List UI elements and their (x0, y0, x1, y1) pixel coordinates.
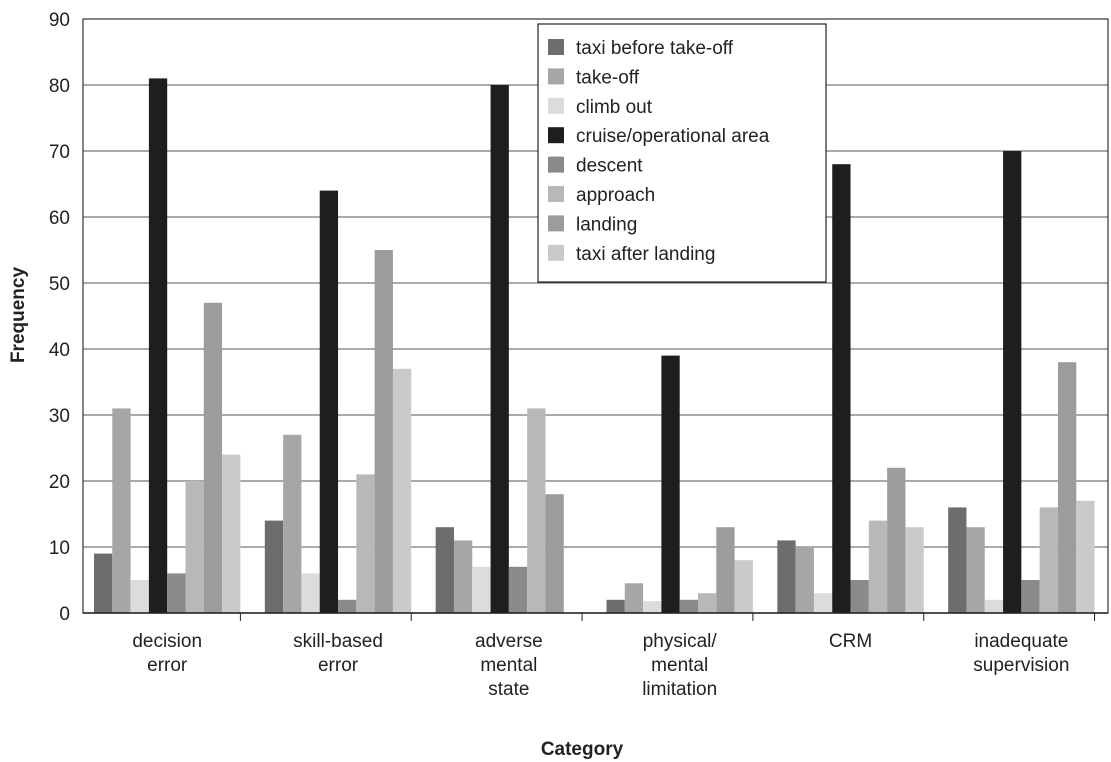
bar (984, 599, 1004, 613)
bar (850, 580, 869, 613)
x-category-labels: decision error skill-based error adverse ment… (132, 631, 1069, 700)
x-category-label: skill-based error (293, 631, 383, 676)
legend-swatch (548, 97, 564, 114)
y-tick-label: 50 (49, 274, 70, 295)
legend-box (537, 23, 827, 283)
bar (203, 302, 223, 613)
y-tick-label: 20 (49, 472, 70, 493)
legend-swatch (548, 127, 564, 144)
y-tick-label: 90 (49, 10, 70, 31)
bars (94, 78, 1095, 613)
legend-swatch (548, 156, 564, 173)
bar (283, 434, 302, 613)
legend-swatch (548, 244, 564, 261)
legend-swatch (548, 39, 564, 55)
y-tick-label: 70 (49, 142, 70, 163)
legend-label: cruise/operational area (576, 126, 770, 147)
bar (606, 599, 625, 613)
y-tick-label: 60 (49, 208, 70, 229)
legend-label: taxi before take-off (576, 38, 734, 59)
bar (112, 408, 131, 613)
bar (319, 190, 339, 613)
bar (508, 566, 528, 613)
axes (82, 18, 1109, 621)
x-category-label: physical/mental limitation (642, 631, 717, 700)
bar (374, 250, 393, 613)
bar (966, 527, 985, 613)
bar (905, 527, 924, 613)
bar (734, 560, 753, 613)
bar (1039, 507, 1058, 613)
y-tick-label: 80 (49, 76, 70, 97)
legend-swatch (548, 68, 564, 85)
bar (813, 593, 833, 613)
y-tick-label: 40 (49, 340, 70, 361)
bar (392, 368, 412, 613)
bar (453, 540, 473, 613)
bar (887, 467, 906, 613)
legend-label: descent (576, 156, 643, 177)
legend-label: taxi after landing (576, 244, 715, 265)
bar (1057, 362, 1077, 613)
y-tick-label: 0 (59, 604, 70, 625)
bar (795, 547, 814, 613)
bar (868, 520, 888, 613)
x-axis-title: Category (541, 739, 624, 760)
bar (472, 566, 491, 613)
bar (777, 540, 796, 613)
bar (338, 599, 357, 613)
bar (948, 507, 967, 613)
bar (148, 78, 168, 613)
bar (679, 599, 698, 613)
x-category-label: inadequate supervision (973, 631, 1069, 676)
bar (264, 520, 284, 613)
bar (222, 454, 241, 613)
x-category-label: decision error (132, 631, 202, 676)
bar (643, 601, 662, 613)
bar (1021, 580, 1040, 613)
y-tick-labels: 0 10 20 30 40 50 60 70 80 90 (49, 10, 70, 625)
bar (301, 573, 320, 613)
legend-label: landing (576, 214, 637, 235)
y-axis-title: Frequency (8, 267, 29, 364)
bar (185, 481, 204, 613)
bar (1076, 500, 1095, 613)
bar (716, 527, 735, 613)
bar (698, 593, 717, 613)
bar (545, 494, 564, 613)
bar (661, 355, 680, 613)
bar (356, 474, 375, 613)
legend-label: approach (576, 185, 655, 206)
bar (624, 583, 644, 613)
bar (435, 527, 454, 613)
legend-swatch (548, 186, 564, 202)
bar (1003, 151, 1022, 613)
bar (832, 164, 851, 613)
x-category-label: adverse mental state (475, 631, 543, 700)
legend-swatch (548, 215, 564, 232)
y-tick-label: 30 (49, 406, 70, 427)
legend: taxi before take-off take-off climb out cru… (537, 23, 827, 283)
y-tick-label: 10 (49, 538, 70, 559)
bar (490, 85, 509, 613)
legend-label: take-off (576, 67, 640, 88)
bar (130, 580, 149, 613)
bar (94, 553, 113, 613)
x-category-label: CRM (829, 631, 872, 652)
bar (527, 408, 546, 613)
legend-label: climb out (576, 97, 653, 118)
bar (167, 573, 186, 613)
